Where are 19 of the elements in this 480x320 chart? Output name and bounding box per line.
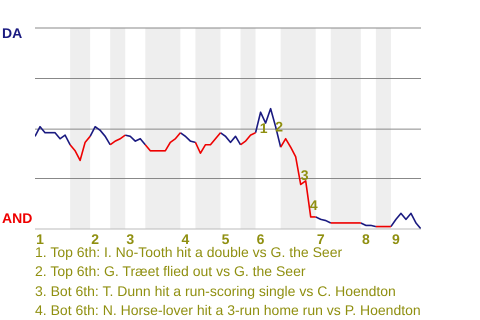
x-tick-label: 9 (392, 231, 400, 247)
x-tick-label: 2 (91, 231, 100, 247)
text: 4. Bot 6th: N. Horse-lover hit a 3-run home run vs P. Hoendton (35, 300, 421, 320)
annotation: 4 (310, 196, 318, 213)
text: DA (2, 25, 22, 41)
x-tick-label: 6 (256, 231, 265, 247)
text: 1. Top 6th: I. No-Tooth hit a double vs G. the Seer (35, 244, 342, 260)
text: AND (2, 210, 32, 226)
annotation: 2 (275, 118, 284, 135)
x-tick-label: 1 (36, 231, 44, 247)
text: 3. Bot 6th: T. Dunn hit a run-scoring single vs C. Hoendton (35, 282, 397, 301)
x-tick-label: 5 (222, 231, 230, 247)
annotation: 1 (260, 120, 268, 136)
x-tick-label: 4 (181, 231, 190, 247)
x-tick-label: 3 (126, 231, 134, 247)
text: 2. Top 6th: G. Træet flied out vs G. the Seer (35, 262, 307, 282)
x-tick-label: 8 (362, 231, 370, 247)
x-tick-label: 7 (316, 231, 325, 247)
annotation: 3 (300, 166, 309, 183)
